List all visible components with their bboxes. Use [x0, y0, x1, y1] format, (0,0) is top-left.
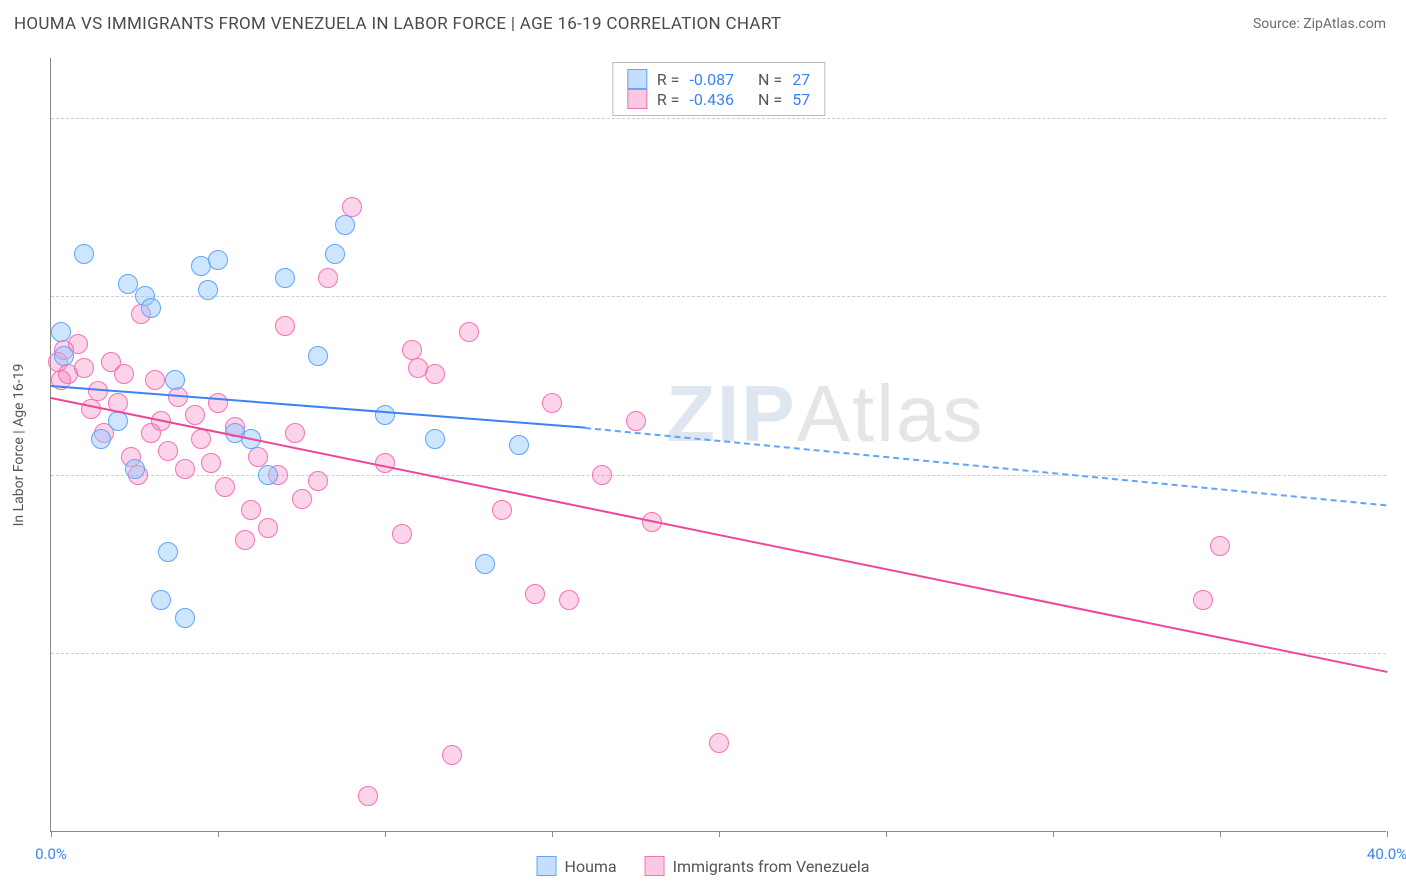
data-point [235, 530, 255, 550]
data-point [54, 346, 74, 366]
data-point [114, 364, 134, 384]
gridline [51, 296, 1386, 297]
data-point [74, 244, 94, 264]
data-point [275, 316, 295, 336]
series-legend: Houma Immigrants from Venezuela [537, 856, 870, 876]
data-point [151, 590, 171, 610]
swatch-blue-icon [537, 856, 557, 876]
data-point [258, 518, 278, 538]
x-tick [218, 831, 219, 837]
data-point [275, 268, 295, 288]
data-point [292, 489, 312, 509]
x-tick [51, 831, 52, 837]
x-tick [886, 831, 887, 837]
data-point [158, 542, 178, 562]
data-point [375, 405, 395, 425]
y-tick-label: 15.0% [1393, 644, 1406, 662]
regression-line-blue-dashed [585, 427, 1387, 506]
data-point [1193, 590, 1213, 610]
data-point [258, 465, 278, 485]
data-point [425, 364, 445, 384]
data-point [208, 393, 228, 413]
y-axis-label: In Labor Force | Age 16-19 [11, 363, 27, 526]
data-point [318, 268, 338, 288]
data-point [459, 322, 479, 342]
data-point [709, 733, 729, 753]
gridline [51, 118, 1386, 119]
data-point [442, 745, 462, 765]
data-point [525, 584, 545, 604]
data-point [208, 250, 228, 270]
x-min-label: 0.0% [35, 845, 67, 863]
correlation-legend: R = -0.087 N = 27 R = -0.436 N = 57 [612, 62, 825, 116]
data-point [88, 381, 108, 401]
swatch-pink-icon [627, 89, 647, 109]
x-tick [1387, 831, 1388, 837]
legend-item-venezuela: Immigrants from Venezuela [645, 856, 870, 876]
data-point [191, 429, 211, 449]
data-point [215, 477, 235, 497]
gridline [51, 475, 1386, 476]
data-point [145, 370, 165, 390]
data-point [592, 465, 612, 485]
x-tick [1220, 831, 1221, 837]
gridline [51, 653, 1386, 654]
y-tick-label: 60.0% [1393, 109, 1406, 127]
data-point [175, 608, 195, 628]
data-point [392, 524, 412, 544]
data-point [492, 500, 512, 520]
data-point [308, 346, 328, 366]
data-point [559, 590, 579, 610]
source-attribution: Source: ZipAtlas.com [1253, 16, 1386, 32]
data-point [248, 447, 268, 467]
data-point [158, 441, 178, 461]
data-point [358, 786, 378, 806]
legend-item-houma: Houma [537, 856, 617, 876]
x-tick [719, 831, 720, 837]
data-point [325, 244, 345, 264]
x-tick [552, 831, 553, 837]
data-point [335, 215, 355, 235]
data-point [198, 280, 218, 300]
data-point [626, 411, 646, 431]
watermark: ZIPAtlas [666, 368, 984, 460]
data-point [51, 322, 71, 342]
data-point [1210, 536, 1230, 556]
swatch-blue-icon [627, 69, 647, 89]
data-point [375, 453, 395, 473]
regression-line-blue-solid [51, 385, 586, 429]
data-point [425, 429, 445, 449]
data-point [125, 459, 145, 479]
data-point [201, 453, 221, 473]
data-point [542, 393, 562, 413]
data-point [185, 405, 205, 425]
data-point [241, 500, 261, 520]
swatch-pink-icon [645, 856, 665, 876]
x-tick [1053, 831, 1054, 837]
scatter-plot-area: In Labor Force | Age 16-19 ZIPAtlas R = … [50, 58, 1386, 832]
data-point [81, 399, 101, 419]
data-point [308, 471, 328, 491]
data-point [165, 370, 185, 390]
legend-row-blue: R = -0.087 N = 27 [627, 69, 810, 89]
x-tick [385, 831, 386, 837]
data-point [475, 554, 495, 574]
data-point [141, 298, 161, 318]
data-point [175, 459, 195, 479]
chart-title: HOUMA VS IMMIGRANTS FROM VENEZUELA IN LA… [14, 14, 781, 34]
data-point [91, 429, 111, 449]
data-point [74, 358, 94, 378]
x-max-label: 40.0% [1367, 845, 1406, 863]
y-tick-label: 45.0% [1393, 287, 1406, 305]
data-point [285, 423, 305, 443]
data-point [509, 435, 529, 455]
y-tick-label: 30.0% [1393, 466, 1406, 484]
legend-row-pink: R = -0.436 N = 57 [627, 89, 810, 109]
